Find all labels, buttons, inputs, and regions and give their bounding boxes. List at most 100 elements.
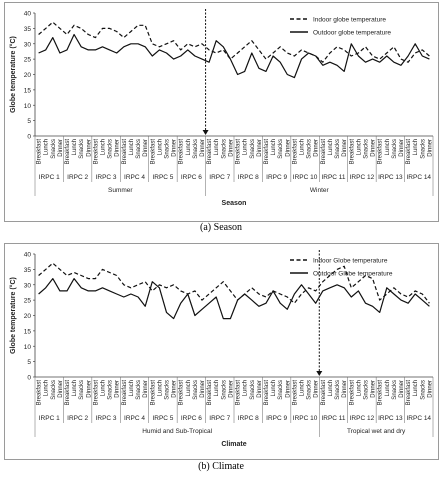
x-tick-label-meal: Lunch: [214, 380, 220, 396]
x-tick-label-meal: Dinner: [399, 380, 405, 398]
x-group-label: IRPC 13: [378, 415, 403, 422]
x-group-label: IRPC 5: [152, 415, 173, 422]
x-tick-label-meal: Snacks: [363, 380, 369, 400]
x-tick-label-meal: Breakfast: [150, 380, 156, 406]
x-tick-label-meal: Breakfast: [321, 139, 327, 165]
x-tick-label-meal: Dinner: [257, 380, 263, 398]
series-line-indoor: [38, 21, 430, 63]
x-group-label: IRPC 10: [293, 415, 318, 422]
x-tick-label-meal: Breakfast: [37, 139, 43, 165]
x-group-label: IRPC 11: [321, 174, 345, 181]
season-chart-panel: 0 5 10 15 20 25 30 35 40 Globe temperature (°C) Br…: [4, 2, 439, 222]
x-tick-label-meal: Lunch: [413, 139, 419, 155]
x-tick-label-meal: Breakfast: [179, 139, 185, 165]
x-tick-label-meal: Breakfast: [321, 380, 327, 406]
x-tick-label-meal: Lunch: [157, 380, 163, 396]
x-tick-label-meal: Lunch: [243, 139, 249, 155]
x-group-label: IRPC 5: [152, 174, 173, 181]
x-group-label: IRPC 9: [266, 174, 287, 181]
x-tick-label-meal: Snacks: [79, 139, 85, 159]
x-tick-label-meal: Breakfast: [236, 380, 242, 406]
legend-label: Outdoor Globe temperature: [313, 271, 393, 278]
y-tick-label: 40: [24, 11, 32, 18]
x-tick-label-meal: Lunch: [44, 139, 50, 155]
y-tick-label: 35: [24, 267, 32, 274]
divider-arrow: [202, 130, 209, 135]
y-tick-label: 40: [24, 252, 32, 259]
x-tick-label-meal: Lunch: [328, 380, 334, 396]
x-tick-label-meal: Breakfast: [292, 380, 298, 406]
x-tick-label-meal: Snacks: [108, 139, 114, 159]
x-tick-label-meal: Snacks: [108, 380, 114, 400]
x-tick-label-meal: Snacks: [51, 380, 57, 400]
x-group-label: IRPC 6: [181, 174, 202, 181]
x-group-label: IRPC 9: [266, 415, 287, 422]
series-line-outdoor: [38, 33, 430, 79]
x-tick-label-meal: Snacks: [392, 139, 398, 159]
x-tick-label-meal: Snacks: [278, 380, 284, 400]
x-tick-label-meal: Dinner: [371, 380, 377, 398]
x-tick-label-meal: Snacks: [164, 139, 170, 159]
x-tick-label-meal: Snacks: [136, 139, 142, 159]
x-tick-label-meal: Snacks: [420, 139, 426, 159]
x-tick-label-meal: Lunch: [243, 380, 249, 396]
x-tick-label-meal: Snacks: [363, 139, 369, 159]
y-tick-label: 5: [27, 118, 31, 125]
x-tick-label-meal: Dinner: [285, 380, 291, 398]
y-tick-label: 5: [27, 359, 31, 366]
x-group-label: IRPC 2: [67, 174, 88, 181]
x-tick-label-meal: Breakfast: [37, 380, 43, 406]
x-tick-label-meal: Snacks: [51, 139, 57, 159]
climate-chart: 0 5 10 15 20 25 30 35 40 Globe temperature (°C) Br…: [9, 250, 433, 448]
climate-chart-panel: 0 5 10 15 20 25 30 35 40 Globe temperature (°C) Br…: [4, 243, 439, 460]
x-group-label: IRPC 13: [378, 174, 403, 181]
divider-arrow: [316, 371, 323, 376]
x-tick-label-meal: Breakfast: [65, 380, 71, 406]
x-tick-label-meal: Lunch: [186, 139, 192, 155]
series-line-outdoor: [38, 277, 430, 320]
y-tick-label: 30: [24, 41, 32, 48]
x-tick-label-meal: Snacks: [79, 380, 85, 400]
x-tick-label-meal: Breakfast: [93, 139, 99, 165]
x-tick-label-meal: Dinner: [143, 380, 149, 398]
x-tick-label-meal: Dinner: [86, 380, 92, 398]
x-tick-label-meal: Lunch: [385, 139, 391, 155]
y-tick-label: 35: [24, 26, 32, 33]
x-tick-label-meal: Dinner: [172, 139, 178, 157]
x-group-label: IRPC 1: [39, 415, 60, 422]
y-axis-title: Globe temperature (°C): [9, 36, 17, 113]
x-tick-label-meal: Lunch: [186, 380, 192, 396]
x-tick-label-meal: Lunch: [413, 380, 419, 396]
x-group-label: IRPC 7: [209, 174, 230, 181]
x-tick-label-meal: Snacks: [335, 139, 341, 159]
x-tick-label-meal: Dinner: [314, 380, 320, 398]
x-tick-label-meal: Lunch: [328, 139, 334, 155]
x-tick-label-meal: Dinner: [257, 139, 263, 157]
x-tick-label-meal: Breakfast: [179, 380, 185, 406]
y-tick-label: 30: [24, 282, 32, 289]
y-tick-label: 10: [24, 103, 32, 110]
series-line-indoor: [38, 262, 430, 304]
x-tick-label-meal: Dinner: [399, 139, 405, 157]
x-tick-label-meal: Dinner: [86, 139, 92, 157]
y-tick-label: 20: [24, 313, 32, 320]
x-group-label: IRPC 4: [124, 415, 145, 422]
y-tick-label: 20: [24, 72, 32, 79]
x-tick-label-meal: Breakfast: [406, 139, 412, 165]
x-tick-label-meal: Lunch: [271, 139, 277, 155]
x-tick-label-meal: Snacks: [250, 139, 256, 159]
x-tick-label-meal: Breakfast: [207, 380, 213, 406]
x-tick-label-meal: Lunch: [157, 139, 163, 155]
x-tick-label-meal: Lunch: [101, 380, 107, 396]
x-tick-label-meal: Lunch: [214, 139, 220, 155]
y-tick-label: 25: [24, 57, 32, 64]
x-tick-label-meal: Snacks: [221, 380, 227, 400]
x-group-label: IRPC 11: [321, 415, 345, 422]
x-tick-label-meal: Lunch: [385, 380, 391, 396]
x-tick-label-meal: Lunch: [72, 380, 78, 396]
x-tick-label-meal: Snacks: [420, 380, 426, 400]
x-tick-label-meal: Dinner: [228, 380, 234, 398]
x-tick-label-meal: Lunch: [300, 380, 306, 396]
x-tick-label-meal: Breakfast: [122, 139, 128, 165]
x-tick-label-meal: Breakfast: [93, 380, 99, 406]
